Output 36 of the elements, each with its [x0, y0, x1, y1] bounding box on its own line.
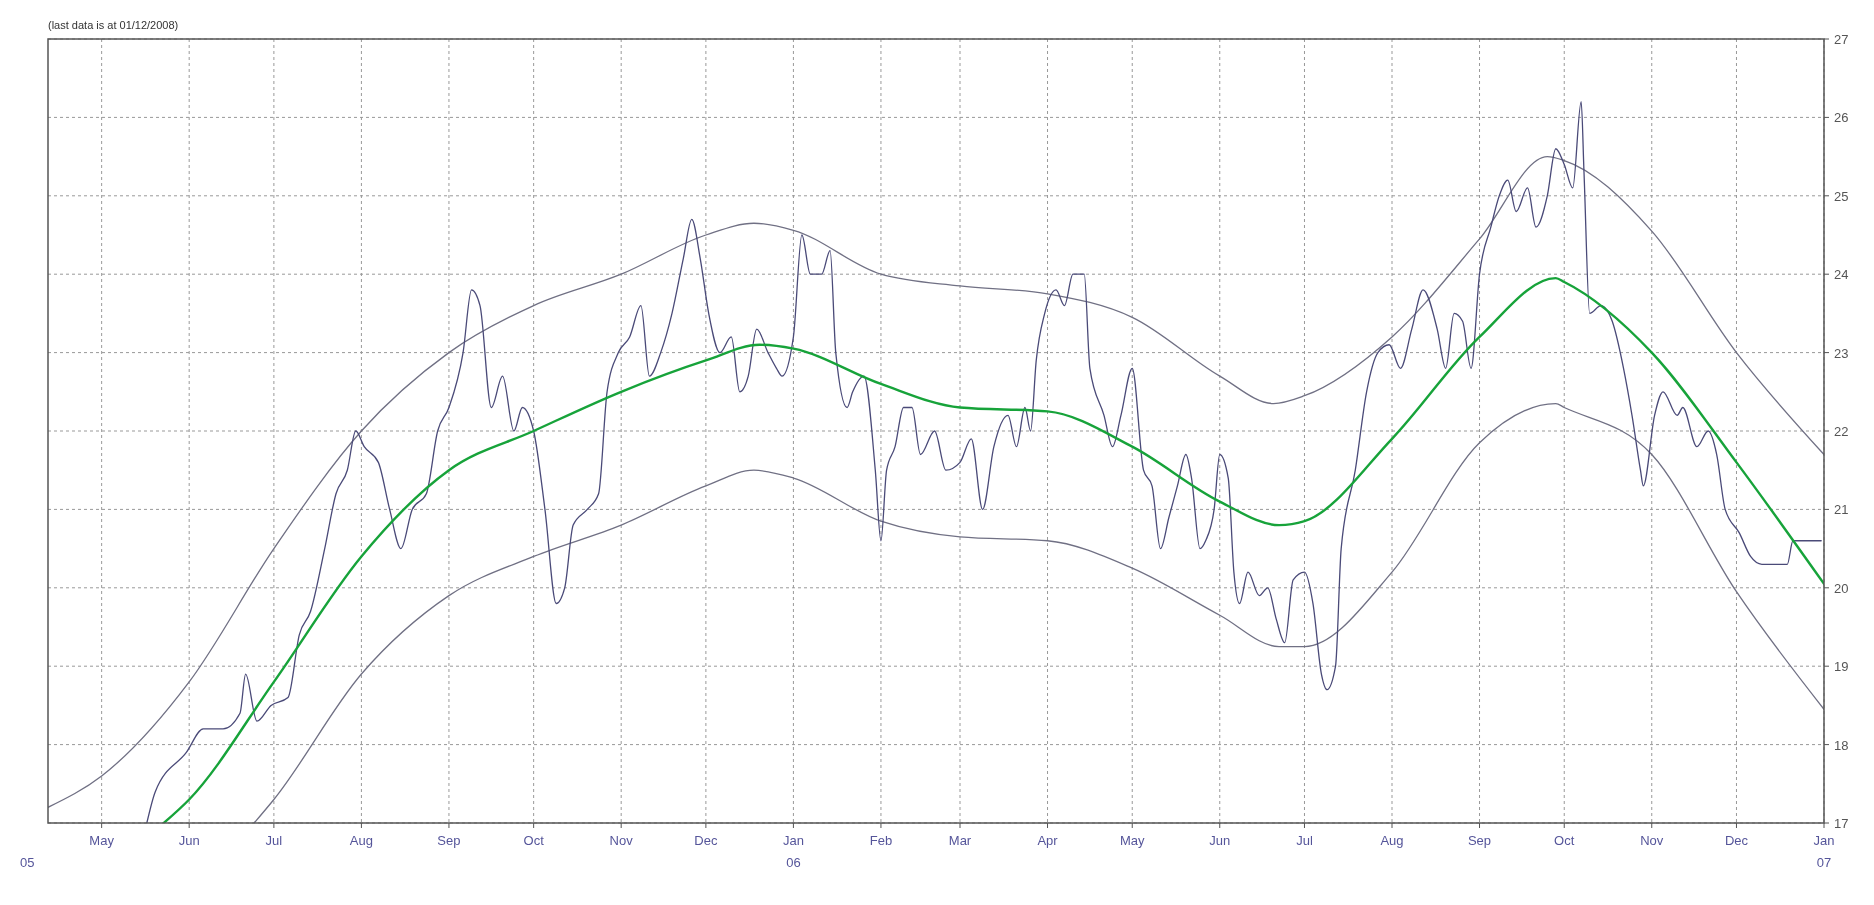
x-tick-label: Feb: [869, 833, 893, 848]
chart-title: (last data is at 01/12/2008): [48, 19, 179, 31]
y-tick-label: 20: [1834, 580, 1849, 596]
x-tick-label: Jan 07: [1813, 833, 1835, 870]
x-tick-label: Aug: [1380, 833, 1404, 848]
x-tick-label: Jan 06: [782, 833, 804, 870]
x-tick-label: Nov: [1640, 833, 1664, 848]
x-tick-label: Apr: [1037, 833, 1059, 848]
y-tick-label: 18: [1834, 737, 1849, 753]
x-tick-label: Jul: [1296, 833, 1313, 848]
x-tick-label: May: [89, 833, 115, 848]
x-tick-label: Sep: [1467, 833, 1492, 848]
x-tick-label: Jun: [178, 833, 200, 848]
x-tick-label: Nov: [609, 833, 634, 848]
x-tick-label: Oct: [523, 833, 545, 848]
text: 05: [20, 855, 35, 870]
y-tick-label: 22: [1834, 424, 1849, 439]
x-tick-label: Jul: [265, 833, 283, 848]
x-tick-label: Aug: [349, 833, 373, 848]
x-tick-label: Oct: [1554, 833, 1575, 848]
y-tick-label: 25: [1834, 188, 1849, 204]
y-tick-label: 23: [1834, 345, 1849, 361]
y-tick-label: 17: [1834, 816, 1849, 831]
y-tick-label: 21: [1834, 502, 1849, 518]
line-series: [253, 402, 1824, 823]
line-series: [162, 276, 1824, 823]
y-tick-label: 24: [1834, 267, 1849, 283]
x-tick-label: Jun: [1209, 833, 1231, 848]
y-tick-label: 19: [1834, 659, 1849, 675]
x-tick-label: Sep: [437, 833, 461, 848]
y-tick-label: 27: [1834, 32, 1849, 47]
x-tick-label: May: [1119, 833, 1146, 848]
y-tick-label: 26: [1834, 110, 1849, 126]
x-tick-label: Dec: [1724, 833, 1749, 848]
x-tick-label: Mar: [948, 833, 972, 848]
x-tick-label: Dec: [694, 833, 718, 848]
